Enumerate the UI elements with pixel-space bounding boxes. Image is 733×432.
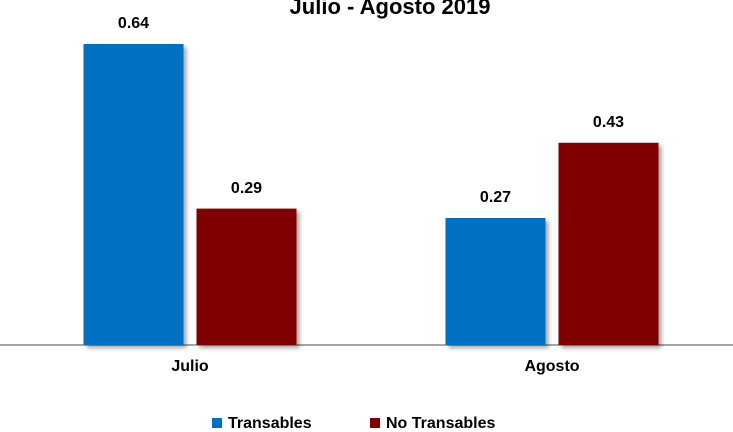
bar (445, 218, 546, 345)
data-label: 0.43 (593, 114, 624, 131)
bar (83, 44, 184, 345)
bar (558, 142, 659, 345)
data-label: 0.27 (480, 189, 511, 206)
legend-label: Transables (228, 415, 312, 432)
x-tick-label: Agosto (524, 358, 579, 375)
data-label: 0.29 (231, 180, 262, 197)
chart-title: Julio - Agosto 2019 (290, 0, 491, 19)
bar (196, 208, 297, 345)
legend-label: No Transables (386, 415, 495, 432)
data-label: 0.64 (118, 15, 149, 32)
x-tick-label: Julio (171, 358, 209, 375)
legend-swatch (370, 418, 380, 428)
legend-swatch (212, 418, 222, 428)
